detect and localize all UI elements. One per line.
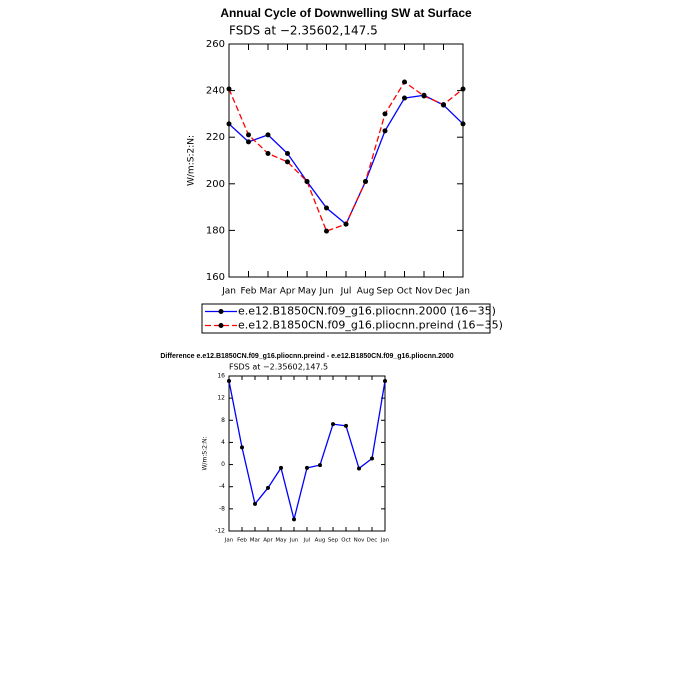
x-tick-label: Feb (241, 287, 257, 297)
x-tick-label: Jan (455, 287, 470, 297)
data-point (265, 132, 271, 138)
y-tick-label: 12 (217, 395, 225, 402)
x-tick-label: Jan (380, 538, 390, 544)
x-tick-label: Nov (354, 538, 365, 544)
data-point (285, 151, 290, 157)
x-tick-label: Oct (397, 287, 413, 297)
legend-marker (218, 323, 224, 328)
x-tick-label: Apr (280, 287, 296, 297)
data-point (292, 517, 296, 522)
x-tick-label: Jan (224, 538, 234, 544)
data-point (304, 178, 310, 184)
data-point (318, 463, 322, 468)
x-tick-label: May (298, 287, 317, 297)
data-point (383, 378, 387, 383)
y-axis-label: W/m:S:2:N: (202, 437, 209, 471)
data-point (382, 111, 388, 117)
y-tick-label: -12 (215, 528, 225, 535)
data-point (331, 422, 335, 427)
data-point (253, 501, 257, 506)
x-tick-label: Jan (221, 287, 236, 297)
data-point (370, 456, 374, 461)
series-line (228, 380, 386, 520)
series-line (228, 81, 464, 232)
data-point (279, 465, 283, 470)
x-tick-label: Sep (328, 538, 339, 544)
legend-marker (218, 309, 224, 314)
x-tick-label: Aug (357, 287, 375, 297)
y-tick-label: 0 (221, 461, 225, 468)
x-tick-label: May (275, 538, 287, 544)
y-tick-label: 160 (206, 272, 225, 283)
x-tick-label: Jul (303, 538, 311, 544)
x-tick-label: Jun (289, 538, 299, 544)
x-tick-label: Sep (377, 287, 394, 297)
x-tick-label: Mar (250, 538, 261, 544)
data-point (266, 485, 270, 490)
data-point (343, 221, 349, 227)
y-tick-label: 180 (206, 225, 225, 236)
data-point (363, 178, 368, 184)
y-tick-label: 260 (206, 39, 225, 50)
y-tick-label: 4 (221, 439, 225, 446)
data-point (240, 445, 244, 450)
data-point (285, 159, 290, 165)
data-point (441, 102, 446, 108)
x-tick-label: Feb (237, 538, 247, 544)
data-point (265, 151, 271, 157)
legend-box (201, 303, 491, 334)
x-tick-label: Jun (318, 287, 333, 297)
y-tick-label: -4 (219, 483, 225, 490)
x-tick-label: Dec (367, 538, 378, 544)
chart-title: Difference e.e12.B1850CN.f09_g16.pliocnn… (160, 353, 453, 360)
chart-title: Annual Cycle of Downwelling SW at Surfac… (220, 6, 472, 20)
y-tick-label: 16 (217, 373, 225, 380)
data-point (421, 93, 427, 99)
legend-label: e.e12.B1850CN.f09_g16.pliocnn.preind (16… (238, 319, 503, 332)
x-tick-label: Dec (435, 287, 452, 297)
data-point (357, 466, 361, 471)
y-tick-label: 200 (206, 179, 225, 190)
data-point (460, 86, 466, 92)
data-point (226, 121, 232, 127)
x-tick-label: Nov (415, 287, 433, 297)
data-point (382, 128, 388, 134)
data-point (402, 95, 407, 101)
x-tick-label: Aug (315, 538, 326, 544)
y-tick-label: 240 (206, 86, 225, 97)
data-point (324, 228, 329, 234)
y-axis-label: W/m:S:2:N: (187, 135, 197, 186)
series-line (228, 94, 464, 226)
data-point (305, 465, 309, 470)
plot-frame (228, 43, 464, 278)
x-tick-label: Jul (340, 287, 352, 297)
x-tick-label: Oct (341, 538, 351, 544)
data-point (226, 86, 232, 92)
x-tick-label: Apr (263, 538, 273, 544)
plot-frame (228, 375, 386, 532)
y-tick-label: 220 (206, 132, 225, 143)
y-tick-label: -8 (219, 505, 225, 512)
data-point (460, 121, 466, 127)
legend-label: e.e12.B1850CN.f09_g16.pliocnn.2000 (16−3… (238, 305, 496, 318)
data-point (227, 378, 231, 383)
chart-subtitle: FSDS at −2.35602,147.5 (229, 24, 378, 38)
data-point (246, 139, 251, 145)
chart-subtitle: FSDS at −2.35602,147.5 (229, 363, 328, 372)
data-point (402, 79, 407, 85)
data-point (324, 205, 329, 211)
x-tick-label: Mar (260, 287, 277, 297)
data-point (246, 132, 251, 138)
data-point (344, 423, 348, 428)
y-tick-label: 8 (221, 417, 225, 424)
